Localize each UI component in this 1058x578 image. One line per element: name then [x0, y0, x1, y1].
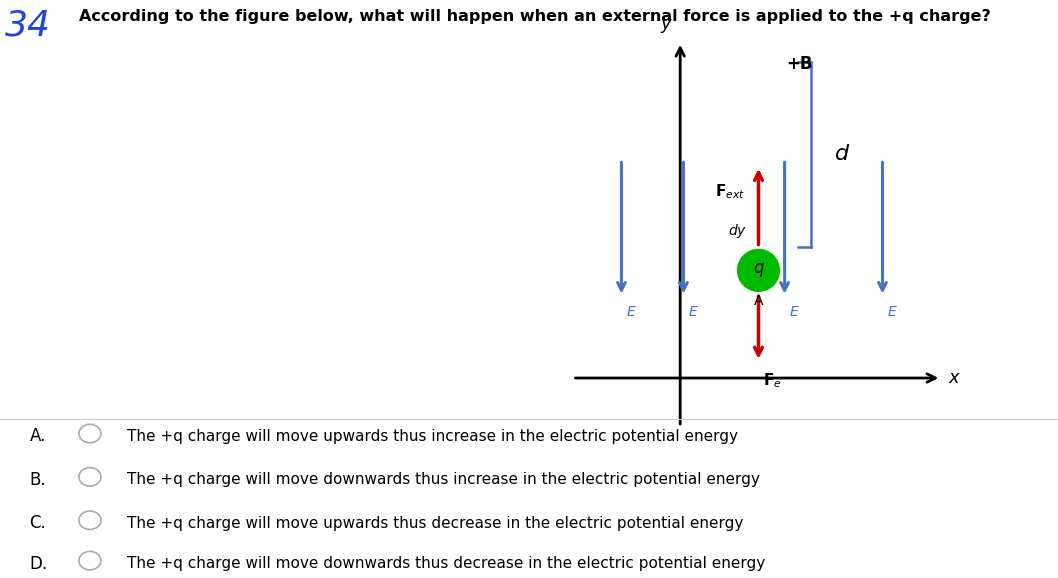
- Text: The +q charge will move upwards thus increase in the electric potential energy: The +q charge will move upwards thus inc…: [127, 429, 738, 444]
- Text: According to the figure below, what will happen when an external force is applie: According to the figure below, what will…: [79, 9, 991, 24]
- Text: The +q charge will move downwards thus increase in the electric potential energy: The +q charge will move downwards thus i…: [127, 472, 760, 487]
- Text: $\mathbf{F}_e$: $\mathbf{F}_e$: [764, 372, 782, 390]
- Text: D.: D.: [30, 554, 48, 573]
- Text: E: E: [789, 305, 798, 318]
- Text: $x$: $x$: [948, 369, 961, 387]
- Text: E: E: [888, 305, 896, 318]
- Text: 34: 34: [5, 9, 51, 43]
- Text: $\mathbf{F}_{ext}$: $\mathbf{F}_{ext}$: [715, 183, 746, 201]
- Text: The +q charge will move downwards thus decrease in the electric potential energy: The +q charge will move downwards thus d…: [127, 556, 765, 571]
- Text: C.: C.: [30, 514, 47, 532]
- Circle shape: [738, 250, 779, 291]
- Text: E: E: [626, 305, 635, 318]
- Text: $d$: $d$: [834, 144, 850, 164]
- Text: A.: A.: [30, 427, 45, 446]
- Text: +B: +B: [786, 55, 813, 73]
- Text: The +q charge will move upwards thus decrease in the electric potential energy: The +q charge will move upwards thus dec…: [127, 516, 744, 531]
- Text: $y$: $y$: [660, 17, 674, 35]
- Text: B.: B.: [30, 470, 47, 489]
- Text: $q$: $q$: [752, 261, 765, 279]
- Text: A: A: [753, 294, 763, 308]
- Text: E: E: [689, 305, 697, 318]
- Text: $dy$: $dy$: [728, 222, 747, 240]
